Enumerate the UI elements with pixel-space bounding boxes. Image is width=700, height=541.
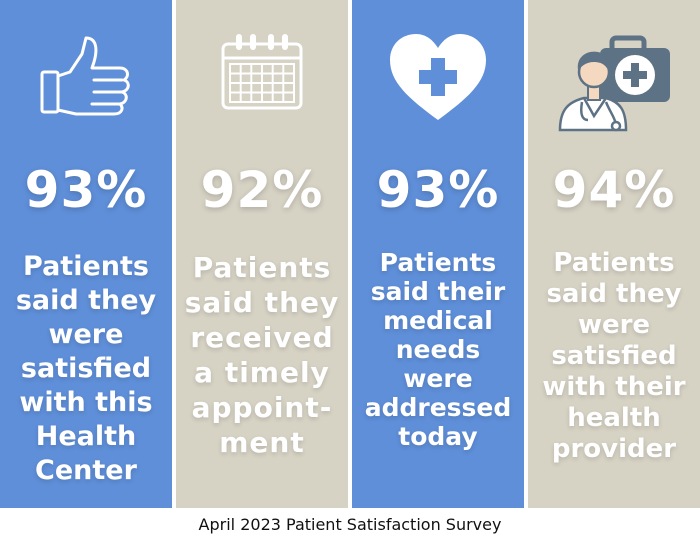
desc-line: ment [219,426,305,459]
percent-value: 94% [552,161,676,219]
panel-medical-needs: 93% Patients said their medical needs we… [352,0,524,508]
desc-line: health [567,403,661,433]
percent-value: 93% [376,161,500,219]
desc-line: provider [551,434,677,464]
desc-line: Patients [192,251,332,284]
desc-line: a timely [194,356,330,389]
panel-description: Patients said their medical needs were a… [352,248,524,451]
panel-timely-appointment: 92% Patients said they received a timely… [176,0,348,508]
survey-panels: 93% Patients said they were satisfied wi… [0,0,700,508]
desc-line: Patients [23,251,149,282]
desc-line: satisfied [551,341,677,371]
desc-line: were [48,319,124,350]
desc-line: were [577,310,651,340]
desc-line: Patients [379,248,497,277]
heart-cross-icon [352,32,524,142]
thumbs-up-icon [0,32,172,142]
desc-line: Health [35,421,137,452]
desc-line: said their [370,277,506,306]
desc-line: Center [35,455,137,486]
doctor-medical-kit-icon [528,32,700,142]
desc-line: received [190,321,334,354]
desc-line: said they [546,279,682,309]
desc-line: needs [395,335,481,364]
survey-caption: April 2023 Patient Satisfaction Survey [198,515,502,534]
desc-line: were [403,364,473,393]
desc-line: said they [15,285,157,316]
calendar-icon [176,32,348,142]
desc-line: Patients [553,248,675,278]
percent-value: 92% [200,161,324,219]
desc-line: with this [19,387,153,418]
desc-line: said they [184,286,340,319]
panel-health-provider: 94% Patients said they were satisfied wi… [528,0,700,508]
desc-line: with their [542,372,686,402]
panel-description: Patients said they received a timely app… [176,250,348,460]
desc-line: addressed [364,393,512,422]
panel-description: Patients said they were satisfied with t… [0,250,172,488]
desc-line: appoint- [191,391,333,424]
desc-line: medical [383,306,493,335]
panel-description: Patients said they were satisfied with t… [528,248,700,465]
desc-line: satisfied [20,353,152,384]
panel-health-center: 93% Patients said they were satisfied wi… [0,0,172,508]
desc-line: today [398,422,478,451]
percent-value: 93% [24,161,148,219]
